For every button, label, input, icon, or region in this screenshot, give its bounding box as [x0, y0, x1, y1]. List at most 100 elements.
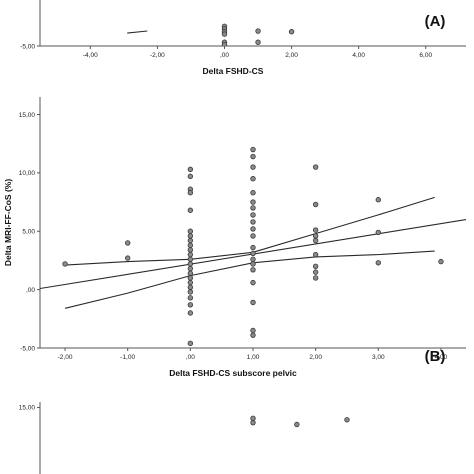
y-tick-label: -5,00	[20, 345, 35, 352]
data-point	[187, 173, 194, 180]
data-point	[221, 31, 228, 37]
panel-b: -5,00 ,00 5,00 10,00 15,00 -2,00 -1,00 ,00 1,00 2…	[3, 97, 466, 378]
data-point	[250, 327, 256, 334]
y-tick-label: 15,00	[19, 405, 36, 412]
data-point	[125, 240, 131, 246]
data-point	[312, 275, 319, 281]
x-tick-label: 4,00	[352, 52, 365, 59]
y-axis-label: Delta MRI-FF-CoS (%)	[3, 179, 13, 267]
data-point	[221, 41, 228, 46]
data-point	[187, 295, 194, 301]
data-point	[250, 190, 256, 196]
plot-area	[250, 415, 350, 428]
y-tick-label: ,00	[26, 287, 35, 294]
plot-area	[40, 146, 466, 347]
data-point	[250, 261, 256, 267]
data-point	[187, 340, 194, 347]
data-point	[125, 255, 131, 261]
data-point	[375, 229, 381, 236]
data-point	[312, 201, 319, 208]
data-point	[187, 242, 194, 248]
panel-label: (B)	[425, 348, 446, 365]
data-point	[255, 28, 261, 34]
y-tick-label: 5,00	[22, 229, 35, 236]
data-point	[312, 237, 319, 244]
data-point	[187, 261, 194, 267]
data-point	[187, 207, 194, 213]
y-tick-label: -5,00	[20, 43, 35, 50]
data-point	[187, 310, 194, 316]
data-point	[187, 228, 194, 234]
data-point	[344, 417, 350, 423]
data-point	[250, 419, 256, 426]
data-point	[250, 226, 256, 232]
data-point	[187, 166, 194, 173]
data-point	[438, 258, 444, 265]
data-point	[187, 289, 194, 295]
data-point	[250, 199, 256, 205]
data-point	[250, 415, 256, 422]
data-point	[187, 247, 194, 253]
data-point	[312, 164, 319, 170]
plot-area	[127, 23, 295, 46]
data-point	[288, 29, 295, 35]
data-point	[250, 205, 256, 211]
data-point	[250, 332, 256, 338]
data-point	[187, 237, 194, 244]
data-point	[250, 146, 256, 153]
x-tick-label: -2,00	[150, 52, 165, 59]
data-point	[375, 260, 381, 266]
data-point	[312, 269, 319, 275]
data-point	[250, 212, 256, 218]
x-tick-label: -1,00	[120, 354, 135, 361]
x-tick-label: 2,00	[309, 354, 322, 361]
x-axis-label: Delta FSHD-CS subscore pelvic	[169, 368, 297, 378]
data-point	[187, 256, 194, 262]
x-tick-label: 6,00	[419, 52, 432, 59]
data-point	[187, 265, 194, 272]
data-point	[375, 197, 381, 203]
data-point	[255, 39, 261, 45]
data-point	[250, 164, 256, 170]
fit-line-lower-ci	[64, 250, 435, 309]
x-tick-label: -4,00	[83, 52, 98, 59]
x-tick-label: 3,00	[372, 354, 385, 361]
panel-c: 15,00	[19, 402, 350, 474]
data-point	[187, 233, 194, 239]
x-tick-label: 4,00	[435, 354, 448, 361]
y-tick-label: 10,00	[19, 170, 36, 177]
x-tick-label: 2,00	[285, 52, 298, 59]
data-point	[62, 261, 68, 267]
fit-line-fit	[127, 30, 148, 34]
data-point	[250, 299, 256, 306]
data-point	[187, 190, 194, 196]
data-point	[312, 251, 319, 258]
data-point	[187, 275, 194, 281]
data-point	[250, 233, 256, 239]
data-point	[250, 219, 256, 225]
y-tick-label: 15,00	[19, 112, 36, 119]
data-point	[250, 176, 256, 182]
data-point	[187, 279, 194, 286]
data-point	[250, 153, 256, 160]
x-tick-label: ,00	[220, 52, 229, 59]
data-point	[250, 267, 256, 273]
data-point	[312, 263, 319, 269]
data-point	[250, 279, 256, 286]
panel-label: (A)	[425, 13, 446, 30]
data-point	[250, 244, 256, 251]
data-point	[187, 270, 194, 276]
x-tick-label: ,00	[186, 354, 195, 361]
data-point	[250, 250, 256, 257]
x-tick-label: -2,00	[58, 354, 73, 361]
x-tick-label: 1,00	[247, 354, 260, 361]
data-point	[312, 233, 319, 239]
panel-a: -5,00 -4,00 -2,00 ,00 2,00 4,00 6,00 Delta FSHD…	[20, 0, 466, 76]
data-point	[187, 251, 194, 258]
data-point	[187, 302, 194, 308]
x-axis-label: Delta FSHD-CS	[203, 66, 264, 76]
data-point	[312, 227, 319, 233]
data-point	[250, 256, 256, 262]
data-point	[187, 284, 194, 290]
